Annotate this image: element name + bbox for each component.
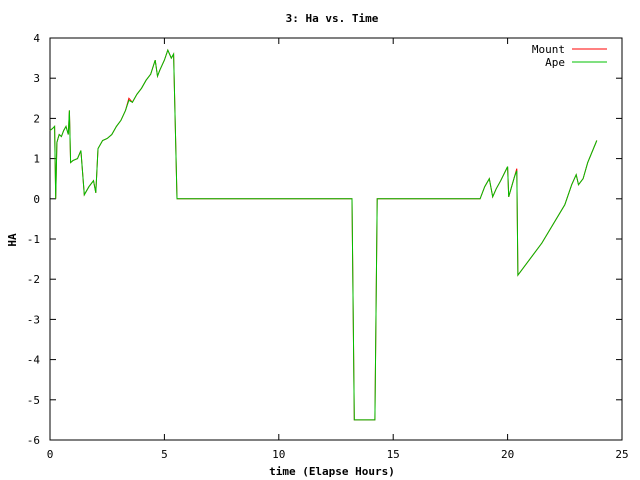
x-tick-label: 20	[501, 448, 514, 461]
x-tick-label: 5	[161, 448, 168, 461]
x-tick-label: 0	[47, 448, 54, 461]
y-tick-label: 2	[33, 112, 40, 125]
y-tick-label: 4	[33, 32, 40, 45]
legend-label: Mount	[532, 43, 565, 56]
y-tick-label: -2	[27, 273, 40, 286]
y-tick-label: 1	[33, 153, 40, 166]
y-tick-label: -6	[27, 434, 40, 447]
series-line-mount	[49, 48, 598, 421]
legend-label: Ape	[545, 56, 565, 69]
x-tick-label: 15	[387, 448, 400, 461]
series-line-ape	[49, 48, 598, 421]
y-tick-label: -5	[27, 394, 40, 407]
x-tick-label: 25	[615, 448, 628, 461]
y-tick-label: 3	[33, 72, 40, 85]
y-tick-label: -1	[27, 233, 40, 246]
x-axis-label: time (Elapse Hours)	[269, 465, 395, 478]
y-tick-label: -4	[27, 354, 41, 367]
y-tick-label: -3	[27, 313, 40, 326]
series-layer	[49, 48, 598, 421]
plot-frame	[49, 37, 623, 441]
y-axis-label: HA	[6, 233, 19, 247]
chart-title: 3: Ha vs. Time	[286, 12, 379, 25]
x-tick-label: 10	[272, 448, 285, 461]
y-tick-label: 0	[33, 193, 40, 206]
